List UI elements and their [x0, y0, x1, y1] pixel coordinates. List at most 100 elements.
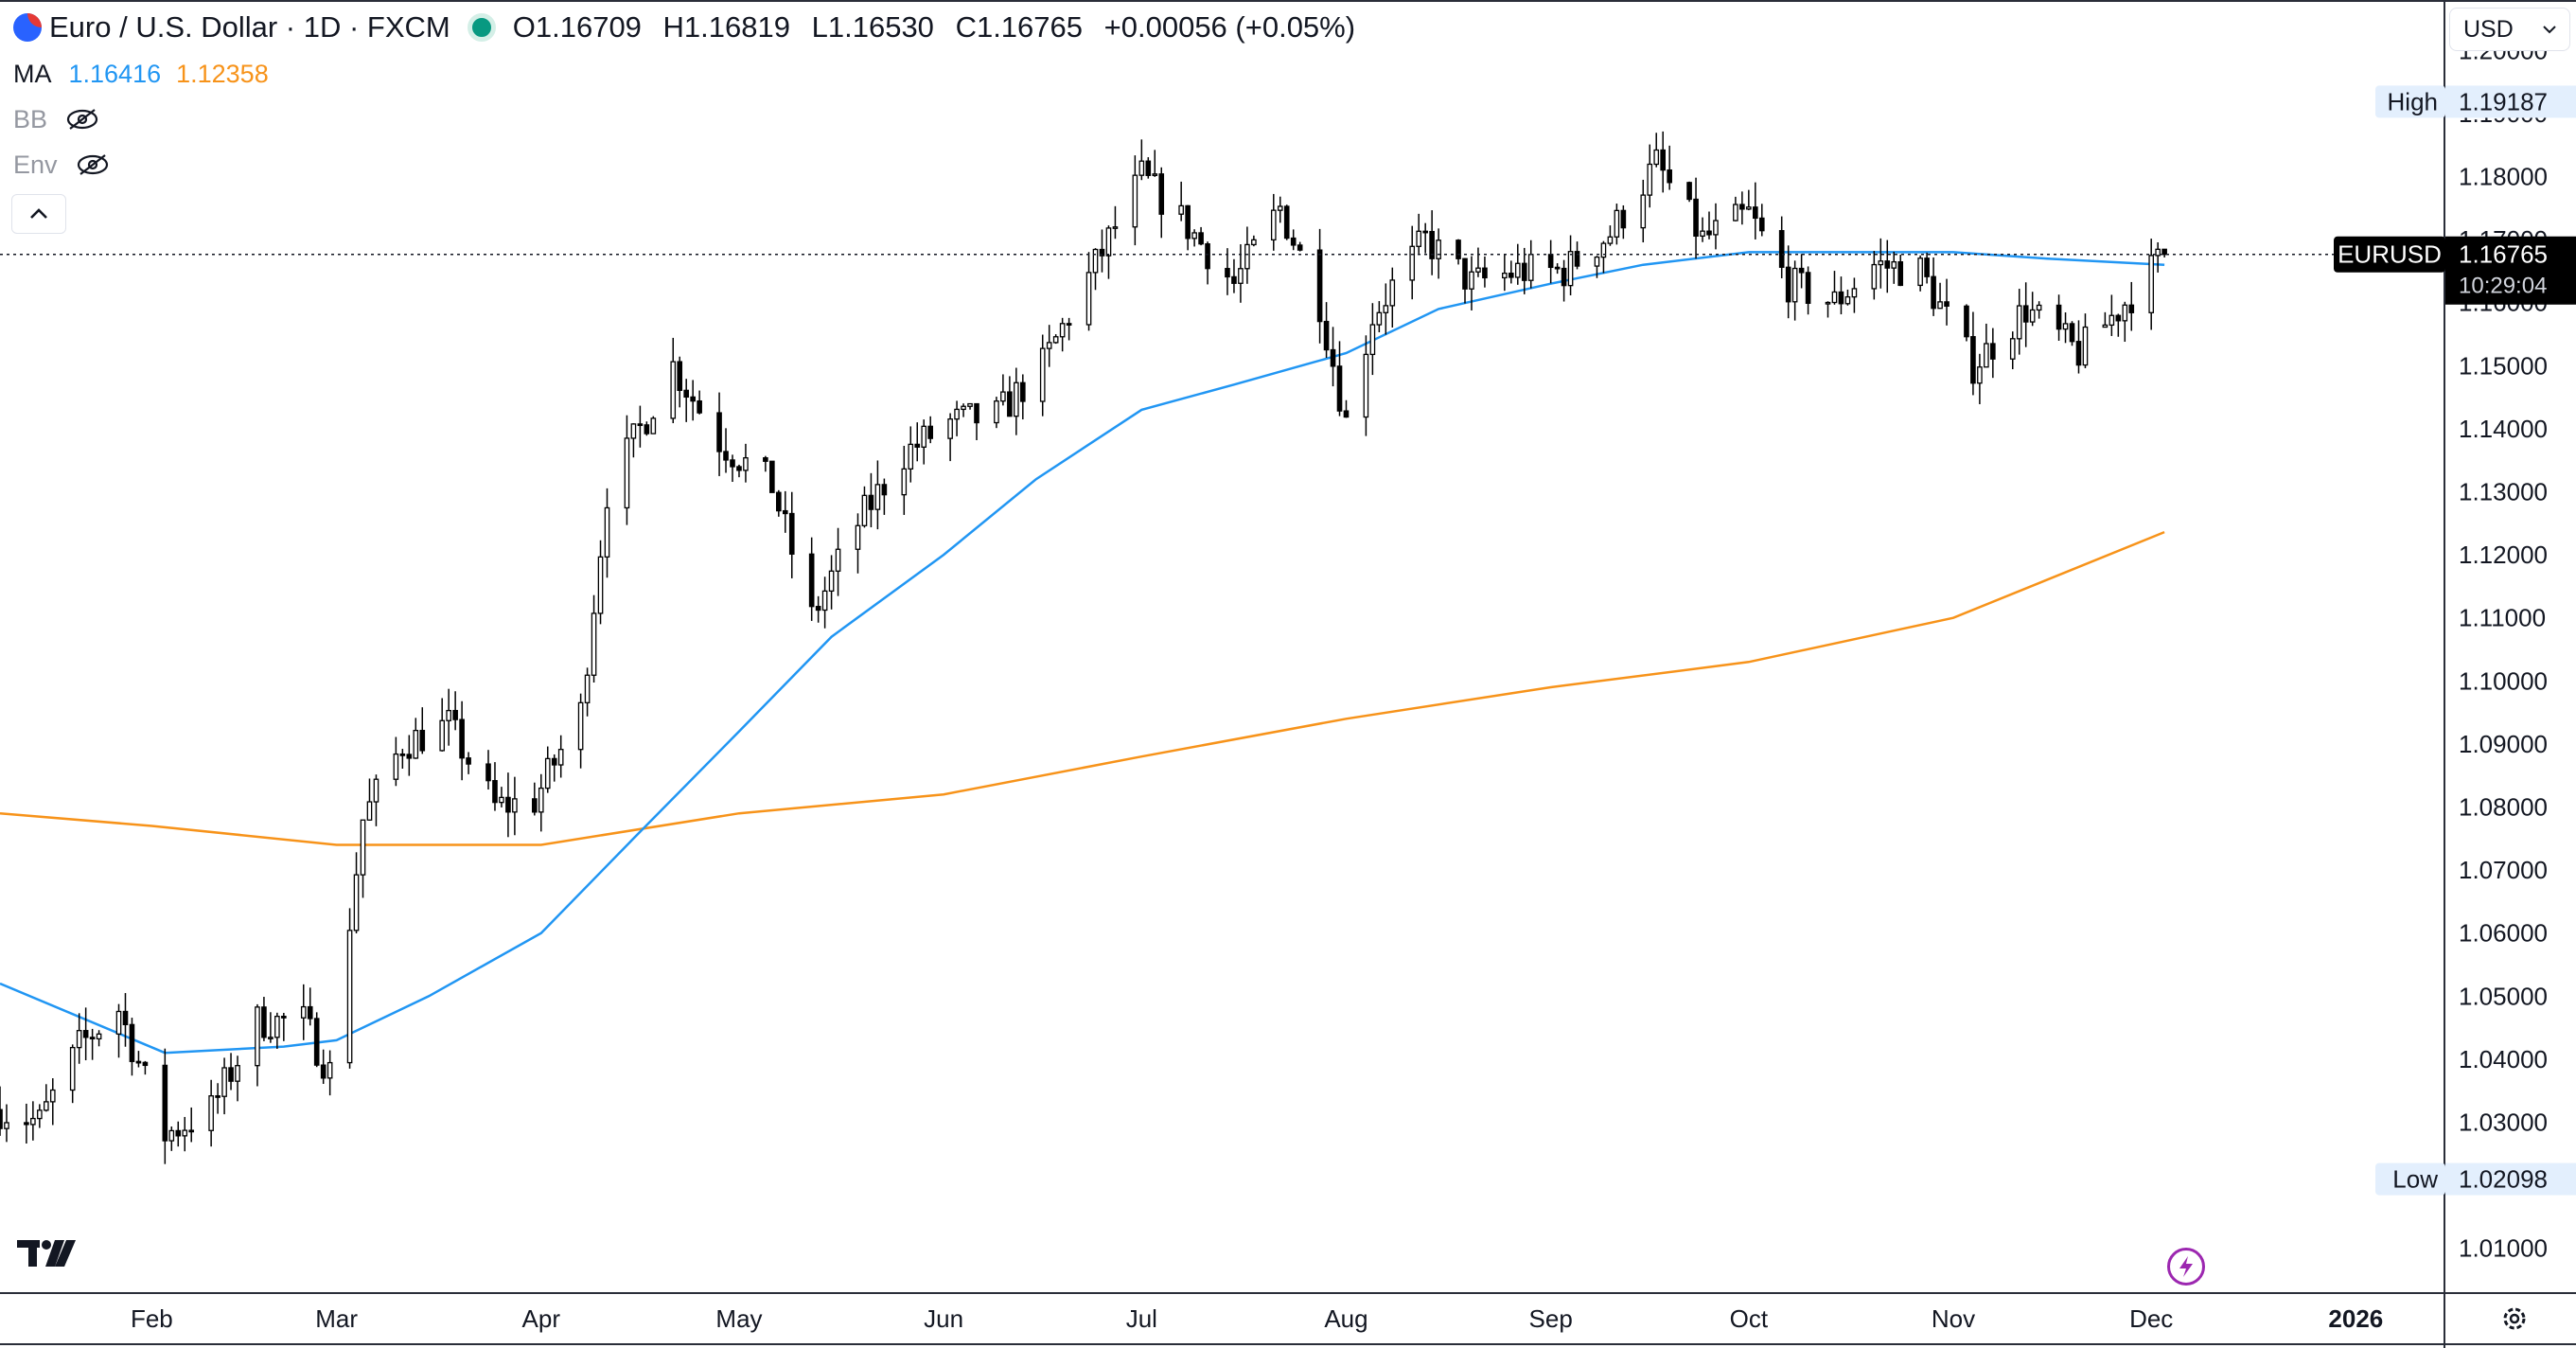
candle-body-up — [1733, 204, 1738, 222]
currency-select[interactable]: USD — [2449, 8, 2570, 51]
candle-body-up — [901, 468, 908, 496]
candle-body-down — [1521, 262, 1527, 281]
y-tick-label: 1.05000 — [2459, 982, 2548, 1010]
candle — [670, 337, 677, 424]
candle — [1798, 254, 1805, 289]
candle — [808, 537, 815, 621]
candle — [1376, 301, 1383, 333]
candle-body-down — [1336, 365, 1343, 412]
candle — [763, 455, 768, 472]
candle-body-down — [1323, 320, 1330, 351]
eye-off-icon[interactable] — [64, 108, 100, 131]
candle-body-down — [1547, 254, 1554, 269]
x-tick-label: Dec — [2129, 1304, 2173, 1333]
candle-body-up — [1052, 336, 1059, 344]
candle — [1693, 177, 1699, 259]
candle-body-up — [1251, 239, 1257, 246]
candle — [399, 749, 406, 770]
candle-body-up — [2108, 314, 2115, 327]
tradingview-logo[interactable] — [17, 1236, 78, 1270]
candle — [485, 750, 491, 790]
env-legend[interactable]: Env — [13, 149, 111, 181]
candle-body-down — [281, 1016, 287, 1019]
candle-body-down — [690, 396, 696, 402]
candle — [326, 1050, 333, 1096]
candle — [1251, 235, 1257, 247]
candle-body-down — [1066, 323, 1072, 326]
candle — [584, 667, 591, 717]
symbol-title[interactable]: Euro / U.S. Dollar · 1D · FXCM — [49, 10, 450, 44]
candle-body-down — [1561, 267, 1567, 287]
candle-body-down — [1462, 257, 1468, 290]
candle-body-down — [1330, 348, 1336, 367]
candle-body-up — [1132, 174, 1138, 228]
candle-body-up — [604, 506, 610, 558]
candle — [1205, 241, 1210, 285]
candle-body-down — [1931, 275, 1936, 310]
gear-icon[interactable] — [2498, 1304, 2531, 1337]
candle — [1917, 255, 1923, 292]
candle-body-up — [861, 494, 868, 526]
candle — [168, 1126, 175, 1151]
candle-body-up — [326, 1061, 333, 1079]
candle-body-up — [76, 1030, 82, 1049]
candle — [538, 773, 544, 832]
bb-label[interactable]: BB — [13, 105, 48, 133]
y-tick-label: 1.13000 — [2459, 477, 2548, 506]
candle — [1561, 259, 1567, 302]
candle — [1277, 196, 1283, 223]
ma-legend[interactable]: MA 1.16416 1.12358 — [13, 58, 269, 90]
candle — [452, 691, 458, 731]
candle-body-down — [1343, 410, 1350, 418]
candle-body-down — [261, 1006, 267, 1038]
candle-body-up — [1825, 301, 1831, 305]
chevron-up-icon — [30, 208, 47, 219]
candle-body-down — [1316, 249, 1323, 323]
candle-body-up — [168, 1129, 175, 1142]
candle — [1739, 191, 1745, 225]
candle — [1700, 217, 1705, 242]
candle-body-up — [1059, 323, 1066, 338]
candle-body-up — [1014, 381, 1019, 417]
candle-body-up — [1878, 260, 1884, 266]
candle — [1937, 282, 1943, 310]
candle-body-up — [908, 443, 914, 470]
candle-body-down — [1785, 266, 1791, 303]
candle-body-down — [135, 1060, 142, 1064]
bb-legend[interactable]: BB — [13, 103, 100, 135]
candle — [624, 415, 630, 525]
candle — [1482, 256, 1488, 288]
candle — [439, 698, 446, 752]
candle — [591, 594, 597, 683]
candle-body-up — [967, 402, 973, 407]
candle-body-up — [1984, 343, 1989, 368]
y-tick-label: 1.04000 — [2459, 1045, 2548, 1073]
period-high-tag: High 1.19187 — [2375, 85, 2576, 118]
candle-body-down — [637, 423, 644, 427]
candle — [1422, 222, 1428, 254]
candle-body-up — [2122, 304, 2128, 322]
env-label[interactable]: Env — [13, 151, 58, 179]
ma-label[interactable]: MA — [13, 60, 52, 88]
candle — [215, 1083, 221, 1114]
candle-body-up — [49, 1089, 56, 1103]
candle-body-up — [439, 719, 446, 752]
candle — [1456, 239, 1461, 265]
candle — [1970, 311, 1976, 396]
candle — [406, 735, 413, 776]
candle — [1099, 229, 1105, 273]
candle — [2009, 331, 2016, 370]
candle — [1330, 327, 1336, 387]
candle-body-up — [2036, 304, 2042, 311]
ma-slow-path — [0, 530, 2165, 846]
candle-body-up — [597, 556, 604, 614]
candle — [544, 746, 551, 793]
ma-fast-line — [0, 251, 2165, 1055]
lightning-icon[interactable] — [2167, 1248, 2205, 1286]
eye-off-icon[interactable] — [75, 153, 111, 176]
collapse-legend-button[interactable] — [11, 194, 66, 234]
low-tag-value-bg — [2445, 1162, 2576, 1196]
bar-countdown: 10:29:04 — [2459, 274, 2547, 299]
candle-body-up — [1831, 291, 1838, 304]
